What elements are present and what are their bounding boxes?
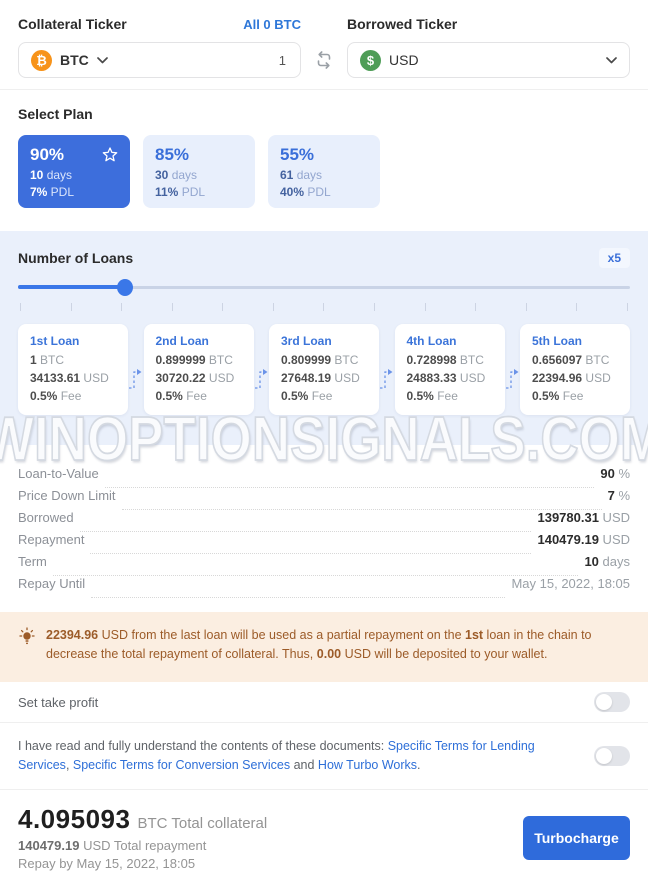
borrowed-asset-select[interactable]: $ USD xyxy=(347,42,630,78)
number-of-loans-section: Number of Loans x5 1st Loan 1 BTC 34133.… xyxy=(0,231,648,445)
terms-link-lending[interactable]: Specific Terms for Lending Services xyxy=(18,739,535,772)
summary-row-repayment: Repayment 140479.19 USD xyxy=(18,532,630,554)
usd-icon: $ xyxy=(360,49,381,71)
take-profit-row: Set take profit xyxy=(0,682,648,723)
borrowed-ticker-label: Borrowed Ticker xyxy=(347,16,458,32)
terms-row: I have read and fully understand the con… xyxy=(0,723,648,790)
loan-count-slider[interactable] xyxy=(18,279,630,296)
swap-icon[interactable] xyxy=(313,49,335,71)
summary-row-term: Term 10 days xyxy=(18,554,630,576)
take-profit-toggle[interactable] xyxy=(594,692,630,712)
all-balance-link[interactable]: All 0 BTC xyxy=(243,17,301,32)
repay-by: Repay by May 15, 2022, 18:05 xyxy=(18,856,196,871)
borrowed-asset-name: USD xyxy=(389,52,419,68)
plan-pdl: 11% PDL xyxy=(155,185,206,199)
chevron-down-icon xyxy=(96,56,108,63)
summary-row-borrowed: Borrowed 139780.31 USD xyxy=(18,510,630,532)
plan-card-90[interactable]: 90% 10 days 7% PDL xyxy=(18,135,130,208)
slider-handle[interactable] xyxy=(117,279,134,296)
loan-card-3: 3rd Loan 0.809999 BTC 27648.19 USD 0.5% … xyxy=(269,324,379,415)
collateral-ticker-label: Collateral Ticker xyxy=(18,16,127,32)
plan-days: 61 days xyxy=(280,168,323,182)
terms-text: I have read and fully understand the con… xyxy=(18,739,535,772)
totals: 4.095093 BTC Total collateral 140479.19 … xyxy=(18,804,267,871)
notice-text: 22394.96 USD from the last loan will be … xyxy=(46,628,592,662)
loan-chain-arrow xyxy=(254,342,269,415)
loan-card-2: 2nd Loan 0.899999 BTC 30720.22 USD 0.5% … xyxy=(143,324,254,415)
summary-row-ltv: Loan-to-Value 90 % xyxy=(18,466,630,488)
plan-ltv: 85% xyxy=(155,145,190,164)
plan-pdl: 7% PDL xyxy=(30,185,75,199)
lightbulb-icon xyxy=(19,627,35,645)
terms-link-conversion[interactable]: Specific Terms for Conversion Services xyxy=(72,758,291,772)
collateral-asset-name: BTC xyxy=(60,52,89,68)
chevron-down-icon xyxy=(606,56,617,63)
number-of-loans-title: Number of Loans xyxy=(18,250,134,266)
loan-chain-arrow xyxy=(128,342,143,415)
loan-chain-arrow xyxy=(379,342,394,415)
plan-days: 10 days xyxy=(30,168,73,182)
total-collateral-value: 4.095093 xyxy=(18,804,131,834)
plan-card-85[interactable]: 85% 30 days 11% PDL xyxy=(143,135,255,208)
loan-card-1: 1st Loan 1 BTC 34133.61 USD 0.5% Fee xyxy=(18,324,128,415)
loan-multiplier-badge: x5 xyxy=(598,248,630,268)
terms-agreement-toggle[interactable] xyxy=(594,746,630,766)
terms-link-how-turbo-works[interactable]: How Turbo Works xyxy=(317,758,418,772)
plan-ltv: 90% xyxy=(30,145,65,164)
loan-card-4: 4th Loan 0.728998 BTC 24883.33 USD 0.5% … xyxy=(394,324,505,415)
partial-repayment-notice: 22394.96 USD from the last loan will be … xyxy=(0,612,648,682)
loan-chain-arrow xyxy=(505,342,520,415)
total-repayment: 140479.19 USD Total repayment xyxy=(18,838,207,853)
total-collateral-label: BTC Total collateral xyxy=(137,815,268,832)
plan-pdl: 40% PDL xyxy=(280,185,331,199)
summary-section: Loan-to-Value 90 % Price Down Limit 7 % … xyxy=(0,445,648,612)
turbocharge-button[interactable]: Turbocharge xyxy=(523,815,630,860)
select-plan-title: Select Plan xyxy=(18,106,93,122)
summary-row-pdl: Price Down Limit 7 % xyxy=(18,488,630,510)
plan-card-55[interactable]: 55% 61 days 40% PDL xyxy=(268,135,380,208)
take-profit-label: Set take profit xyxy=(18,694,99,710)
collateral-asset-select[interactable]: ₿ BTC xyxy=(18,42,301,78)
plan-ltv: 55% xyxy=(280,145,315,164)
collateral-amount-input[interactable] xyxy=(228,51,288,69)
select-plan-section: Select Plan 90% 10 days 7% PDL 85% 30 da… xyxy=(0,90,648,231)
btc-icon: ₿ xyxy=(31,49,52,71)
footer: 4.095093 BTC Total collateral 140479.19 … xyxy=(0,790,648,885)
slider-ticks xyxy=(18,303,630,311)
ticker-section: Collateral Ticker All 0 BTC Borrowed Tic… xyxy=(0,0,648,90)
summary-row-repay-until: Repay Until May 15, 2022, 18:05 xyxy=(18,576,630,598)
loan-card-5: 5th Loan 0.656097 BTC 22394.96 USD 0.5% … xyxy=(520,324,630,415)
plan-days: 30 days xyxy=(155,168,198,182)
star-icon[interactable] xyxy=(102,147,118,163)
